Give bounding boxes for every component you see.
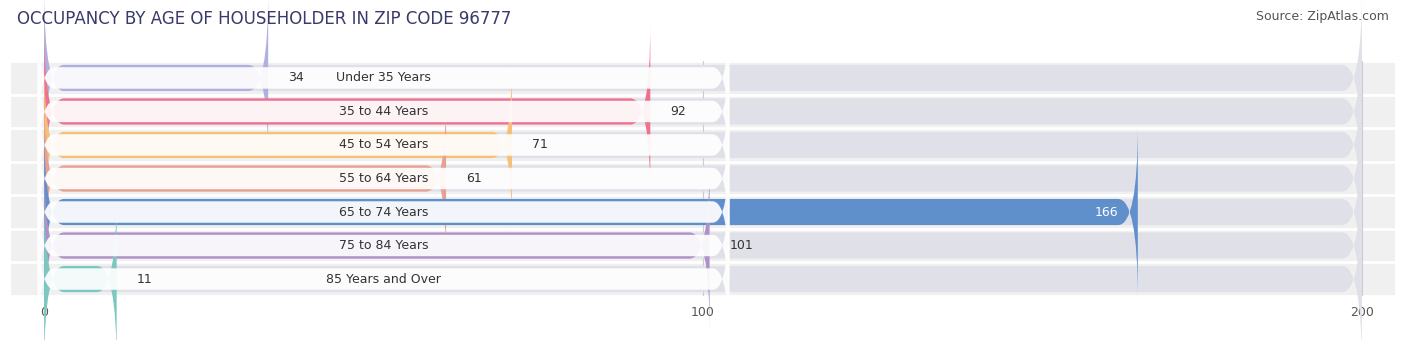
FancyBboxPatch shape: [44, 0, 269, 166]
Text: 34: 34: [288, 71, 304, 84]
FancyBboxPatch shape: [44, 158, 1362, 333]
FancyBboxPatch shape: [44, 191, 117, 340]
Text: 65 to 74 Years: 65 to 74 Years: [339, 205, 429, 219]
FancyBboxPatch shape: [44, 91, 446, 266]
FancyBboxPatch shape: [38, 70, 730, 220]
Text: 92: 92: [671, 105, 686, 118]
Text: Under 35 Years: Under 35 Years: [336, 71, 430, 84]
Text: Source: ZipAtlas.com: Source: ZipAtlas.com: [1256, 10, 1389, 23]
Text: 45 to 54 Years: 45 to 54 Years: [339, 138, 429, 152]
Text: 55 to 64 Years: 55 to 64 Years: [339, 172, 429, 185]
Text: 35 to 44 Years: 35 to 44 Years: [339, 105, 427, 118]
FancyBboxPatch shape: [44, 158, 710, 333]
Text: 11: 11: [136, 273, 152, 286]
FancyBboxPatch shape: [38, 171, 730, 320]
FancyBboxPatch shape: [38, 204, 730, 340]
FancyBboxPatch shape: [38, 137, 730, 287]
FancyBboxPatch shape: [44, 91, 1362, 266]
FancyBboxPatch shape: [38, 104, 730, 253]
FancyBboxPatch shape: [44, 57, 512, 233]
FancyBboxPatch shape: [44, 191, 1362, 340]
Text: 101: 101: [730, 239, 754, 252]
FancyBboxPatch shape: [44, 24, 651, 199]
FancyBboxPatch shape: [44, 124, 1362, 300]
FancyBboxPatch shape: [44, 57, 1362, 233]
Text: 166: 166: [1094, 205, 1118, 219]
Text: 75 to 84 Years: 75 to 84 Years: [339, 239, 429, 252]
FancyBboxPatch shape: [44, 24, 1362, 199]
Text: OCCUPANCY BY AGE OF HOUSEHOLDER IN ZIP CODE 96777: OCCUPANCY BY AGE OF HOUSEHOLDER IN ZIP C…: [17, 10, 512, 28]
Text: 71: 71: [531, 138, 547, 152]
Text: 85 Years and Over: 85 Years and Over: [326, 273, 441, 286]
FancyBboxPatch shape: [38, 37, 730, 186]
Text: 61: 61: [465, 172, 482, 185]
FancyBboxPatch shape: [44, 124, 1137, 300]
FancyBboxPatch shape: [44, 0, 1362, 166]
FancyBboxPatch shape: [38, 3, 730, 153]
